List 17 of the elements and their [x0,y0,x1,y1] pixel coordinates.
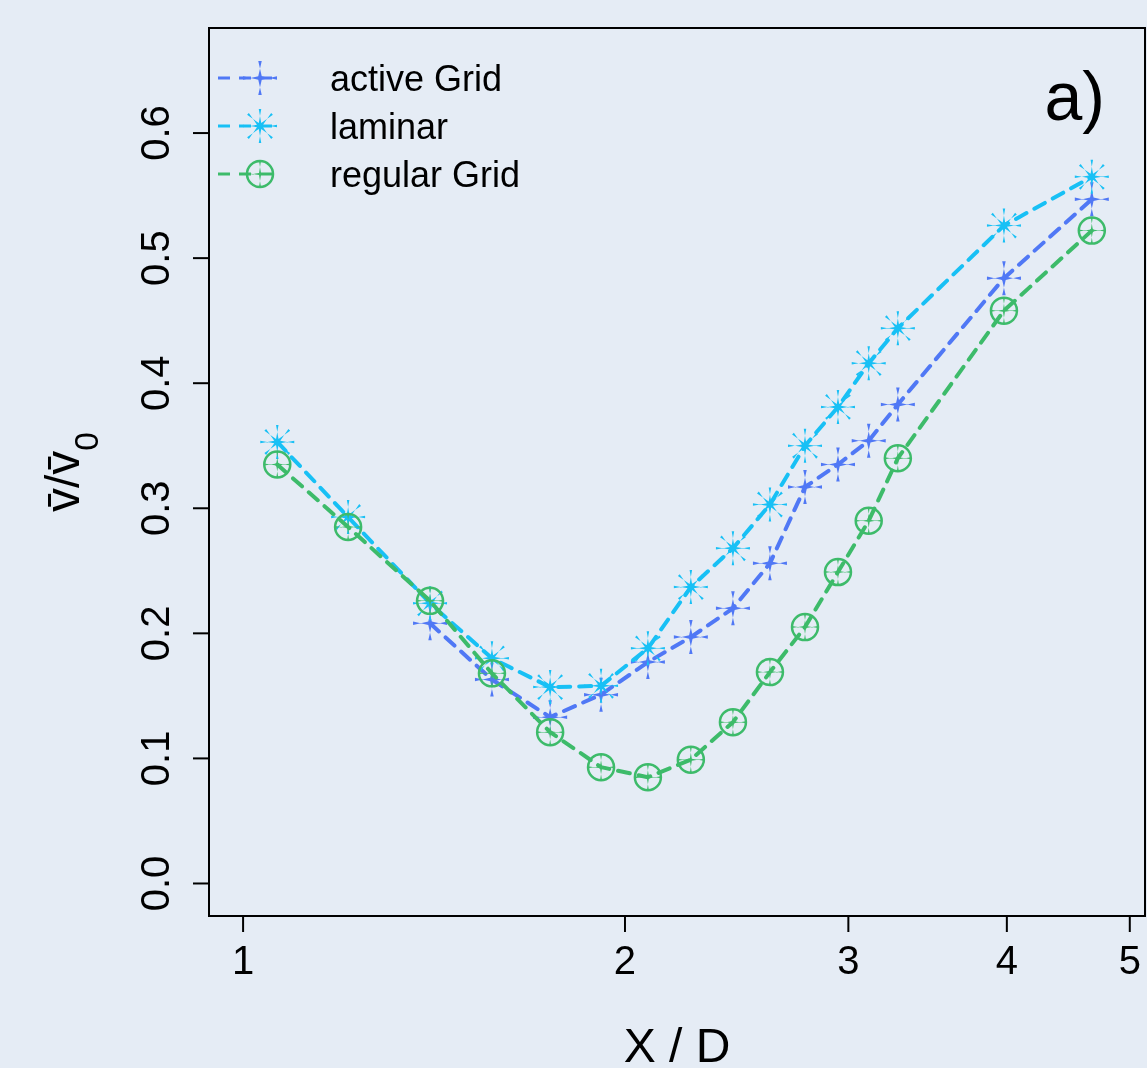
x-tick-label: 1 [231,938,255,982]
x-tick-label: 2 [613,938,637,982]
x-tick-label: 4 [995,938,1018,982]
y-tick-label: 0.6 [133,105,177,161]
y-tick-label: 0.0 [133,855,177,912]
legend-label: regular Grid [330,154,521,195]
y-tick-label: 0.5 [133,230,177,286]
y-tick-label: 0.4 [133,355,177,411]
x-axis-title: X / D [623,1019,731,1068]
annotation: a) [1044,58,1105,134]
legend-label: laminar [330,106,449,147]
legend-label: active Grid [330,58,503,99]
x-tick-label: 3 [837,938,860,982]
y-tick-label: 0.3 [133,480,177,537]
y-tick-label: 0.1 [133,730,177,787]
y-tick-label: 0.2 [133,605,177,662]
x-tick-label: 5 [1118,938,1141,982]
